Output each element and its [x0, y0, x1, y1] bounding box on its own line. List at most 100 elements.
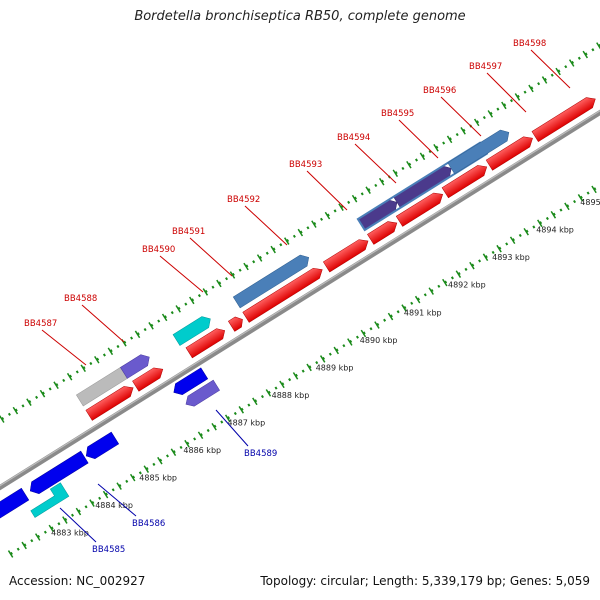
genome-summary: Topology: circular; Length: 5,339,179 bp… [260, 574, 590, 588]
ruler-tick [406, 160, 412, 169]
kbp-label-text: 4886 kbp [183, 446, 221, 455]
gene-leader-line [440, 96, 482, 137]
ruler-tick [496, 244, 502, 253]
gene-leader-line [215, 409, 249, 447]
cds-bb4593[interactable] [322, 236, 371, 273]
kbp-label-group: 4883 kbp 4884 kbp 4885 kbp 4886 kbp 4887 kbp… [51, 198, 600, 538]
ruler-tick [378, 177, 385, 186]
accession-label: Accession: NC_002927 [9, 574, 146, 588]
kbp-label: 4887 kbp [228, 418, 266, 427]
gene-label-bb4585[interactable]: BB4585 [92, 545, 125, 555]
gene-label-bb4589[interactable]: BB4589 [244, 449, 277, 459]
gene-leader-line [398, 119, 439, 159]
kbp-label: 4892 kbp [448, 281, 486, 290]
kbp-label: 4889 kbp [316, 363, 354, 372]
ruler-tick [34, 533, 41, 541]
gene-label-bb4593[interactable]: BB4593 [289, 160, 322, 170]
cds-bb4592[interactable] [242, 264, 326, 323]
gene-bb4585-rev[interactable] [0, 487, 30, 521]
ruler-tick [487, 110, 494, 118]
ruler-tick [401, 304, 407, 312]
ruler-tick [414, 295, 421, 304]
forward-gene-track [75, 127, 513, 407]
forward-ruler [0, 38, 600, 455]
ruler-tick [270, 245, 276, 254]
ruler-tick [252, 397, 258, 406]
genome-track-group: 4883 kbp 4884 kbp 4885 kbp 4886 kbp 4887 kbp… [0, 38, 600, 558]
cds-bb4591[interactable] [227, 314, 245, 332]
gene-label-bb4596[interactable]: BB4596 [423, 86, 456, 96]
kbp-label-text: 4887 kbp [228, 418, 266, 427]
gene-leader-line [354, 143, 397, 184]
ruler-tick [175, 305, 181, 313]
kbp-label-text: 4891 kbp [404, 308, 442, 317]
ruler-tick [80, 364, 86, 373]
cds-bb4587[interactable] [85, 383, 136, 421]
gene-bb4585[interactable] [27, 482, 70, 518]
ruler-tick [157, 456, 163, 465]
cds-bb4598[interactable] [531, 94, 599, 143]
gene-bb4597[interactable] [447, 127, 513, 175]
gene-label-bb4586[interactable]: BB4586 [132, 519, 165, 529]
ruler-tick [392, 169, 399, 178]
kbp-label: 4890 kbp [360, 336, 398, 345]
gene-label-bb4592[interactable]: BB4592 [227, 195, 260, 205]
kbp-label-text: 4894 kbp [536, 226, 574, 235]
gene-label-bb4594[interactable]: BB4594 [337, 133, 370, 143]
ruler-tick [265, 389, 272, 397]
ruler-tick [591, 185, 597, 194]
gene-leader-line [81, 304, 125, 343]
gene-label-bb4595[interactable]: BB4595 [381, 109, 414, 119]
cds-bb4590[interactable] [185, 325, 228, 359]
kbp-label: 4894 kbp [536, 226, 574, 235]
ruler-tick [134, 330, 141, 339]
gene-bb4589[interactable] [183, 379, 220, 409]
gene-bb4588[interactable] [120, 352, 152, 379]
ruler-tick [283, 237, 290, 245]
ruler-tick [143, 465, 150, 473]
gene-bb4592[interactable] [232, 252, 312, 309]
ruler-tick [279, 380, 285, 389]
ruler-tick [297, 228, 304, 237]
cds-bb4595[interactable] [395, 189, 446, 227]
forward-ruler-ticks [0, 42, 600, 423]
ruler-tick [116, 482, 122, 490]
gene-bb4586b[interactable] [82, 431, 120, 462]
kbp-label-text: 4892 kbp [448, 281, 486, 290]
cds-bb4596[interactable] [441, 162, 490, 199]
cds-bb4588[interactable] [132, 364, 166, 392]
ruler-tick [12, 406, 19, 415]
gene-label-bb4598[interactable]: BB4598 [513, 39, 546, 49]
gene-label-bb4590[interactable]: BB4590 [142, 245, 175, 255]
gene-label-bb4597[interactable]: BB4597 [469, 62, 502, 72]
ruler-tick [48, 524, 55, 533]
ruler-tick [238, 406, 245, 414]
cds-bb4594[interactable] [367, 218, 400, 245]
ruler-tick [306, 363, 312, 372]
cds-bb4597[interactable] [485, 133, 536, 171]
gene-leader-line [189, 237, 233, 277]
ruler-tick [62, 516, 68, 524]
gene-bb4586[interactable] [27, 450, 89, 497]
ruler-tick [211, 422, 217, 431]
ruler-tick [596, 42, 600, 50]
gene-bb4589a[interactable] [170, 367, 209, 398]
gene-label-bb4588[interactable]: BB4588 [64, 294, 97, 304]
gene-label-bb4587[interactable]: BB4587 [24, 319, 57, 329]
kbp-label-text: 4883 kbp [51, 529, 89, 538]
kbp-label: 4895 kbp [580, 198, 600, 207]
ruler-tick [66, 372, 73, 381]
ruler-tick [564, 202, 570, 211]
ruler-tick [216, 279, 222, 288]
ruler-tick [197, 431, 204, 440]
gene-bb4590[interactable] [172, 313, 214, 346]
kbp-label: 4893 kbp [492, 253, 530, 262]
ruler-tick [107, 347, 114, 356]
ruler-tick [360, 329, 367, 338]
gene-label-bb4591[interactable]: BB4591 [172, 227, 205, 237]
ruler-tick [324, 211, 331, 220]
ruler-tick [89, 499, 95, 507]
reverse-gene-track [0, 367, 220, 521]
ruler-tick [256, 254, 263, 262]
ruler-tick [148, 322, 154, 330]
